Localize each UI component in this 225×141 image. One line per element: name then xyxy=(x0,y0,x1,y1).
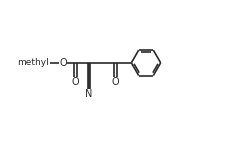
Text: O: O xyxy=(72,77,79,87)
Text: methyl: methyl xyxy=(17,58,49,67)
Text: O: O xyxy=(111,77,119,87)
Text: N: N xyxy=(85,89,92,99)
Text: O: O xyxy=(59,58,67,68)
